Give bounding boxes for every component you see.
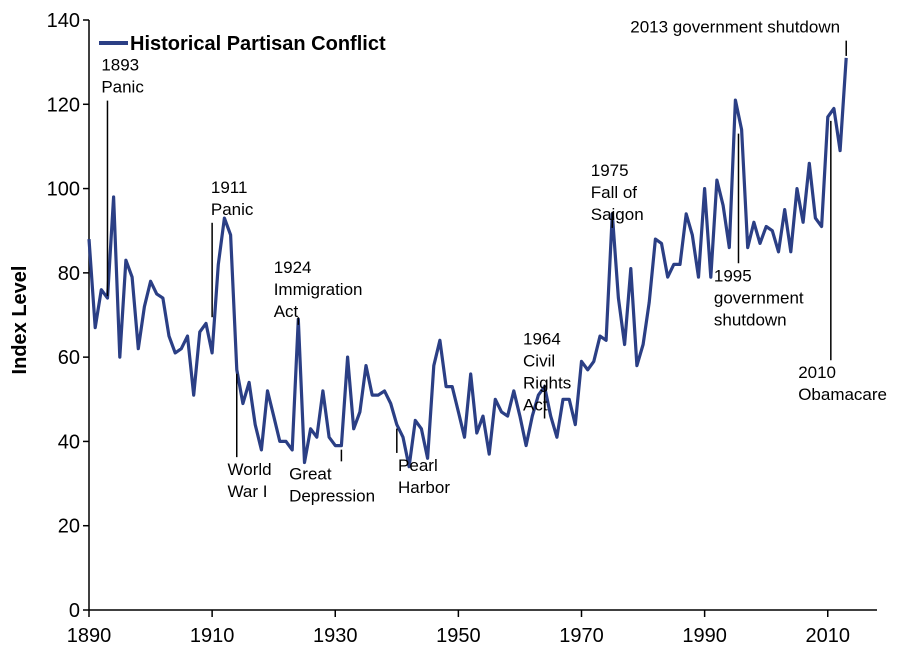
y-tick-label: 0 xyxy=(69,600,80,622)
annotation-label: War I xyxy=(228,482,268,501)
y-axis-ticks: 0 20 40 60 80 100 120 140 xyxy=(47,10,89,622)
x-tick-label: 1990 xyxy=(682,625,727,647)
annotation-label: 1893 xyxy=(101,56,139,75)
annotation-1911: 1911 Panic xyxy=(211,178,254,318)
y-axis-title: Index Level xyxy=(9,266,31,375)
annotation-2010: 2010 Obamacare xyxy=(798,120,887,404)
annotation-ww1: World War I xyxy=(228,373,272,501)
annotation-label: Act xyxy=(274,302,299,321)
annotation-label: Harbor xyxy=(398,478,450,497)
annotation-label: Immigration xyxy=(274,280,363,299)
y-tick-label: 60 xyxy=(58,347,80,369)
annotation-label: Depression xyxy=(289,486,375,505)
legend-label: Historical Partisan Conflict xyxy=(130,33,386,55)
y-tick-label: 120 xyxy=(47,94,80,116)
annotation-1975: 1975 Fall of Saigon xyxy=(591,161,644,228)
x-tick-label: 2010 xyxy=(806,625,851,647)
annotation-label: Fall of xyxy=(591,183,638,202)
annotation-label: Panic xyxy=(101,78,144,97)
x-tick-label: 1930 xyxy=(313,625,358,647)
series-lines xyxy=(87,57,848,469)
annotation-1893: 1893 Panic xyxy=(101,56,144,297)
x-tick-label: 1890 xyxy=(67,625,112,647)
annotation-label: World xyxy=(228,460,272,479)
annotation-label: Great xyxy=(289,464,332,483)
annotation-label: 1924 xyxy=(274,258,312,277)
y-tick-label: 40 xyxy=(58,431,80,453)
annotation-1995: 1995 government shutdown xyxy=(714,133,804,329)
annotation-label: Saigon xyxy=(591,205,644,224)
annotation-depression: Great Depression xyxy=(289,449,375,505)
annotation-label: government xyxy=(714,288,804,307)
y-tick-label: 20 xyxy=(58,516,80,538)
annotation-label: Pearl xyxy=(398,456,438,475)
x-tick-label: 1950 xyxy=(436,625,481,647)
annotation-label: Rights xyxy=(523,374,571,393)
annotation-label: Civil xyxy=(523,352,555,371)
series-line-partisan-conflict xyxy=(87,57,848,469)
annotation-label: 2010 xyxy=(798,363,836,382)
annotation-label: Obamacare xyxy=(798,385,887,404)
x-tick-label: 1910 xyxy=(190,625,235,647)
annotation-label: shutdown xyxy=(714,310,787,329)
y-tick-label: 100 xyxy=(47,179,80,201)
annotation-2013: 2013 government shutdown xyxy=(630,18,847,56)
x-axis-ticks: 1890 1910 1930 1950 1970 1990 2010 xyxy=(67,610,850,647)
annotation-label: 1975 xyxy=(591,161,629,180)
annotation-1924: 1924 Immigration Act xyxy=(274,258,363,325)
annotation-label: Act xyxy=(523,396,548,415)
legend: Historical Partisan Conflict xyxy=(99,33,386,55)
annotation-label: 1911 xyxy=(211,178,248,197)
annotation-label: Panic xyxy=(211,200,254,219)
annotation-pearl: Pearl Harbor xyxy=(396,428,450,497)
annotation-label: 1964 xyxy=(523,330,561,349)
annotations: 1893Panic1911Panic1924ImmigrationAct1964… xyxy=(101,18,887,506)
x-tick-label: 1970 xyxy=(559,625,604,647)
y-tick-label: 140 xyxy=(47,10,80,32)
y-tick-label: 80 xyxy=(58,263,80,285)
annotation-label: 1995 xyxy=(714,266,752,285)
annotation-1964: 1964 Civil Rights Act xyxy=(523,330,571,419)
annotation-label: 2013 government shutdown xyxy=(630,18,840,37)
axes xyxy=(88,20,877,611)
